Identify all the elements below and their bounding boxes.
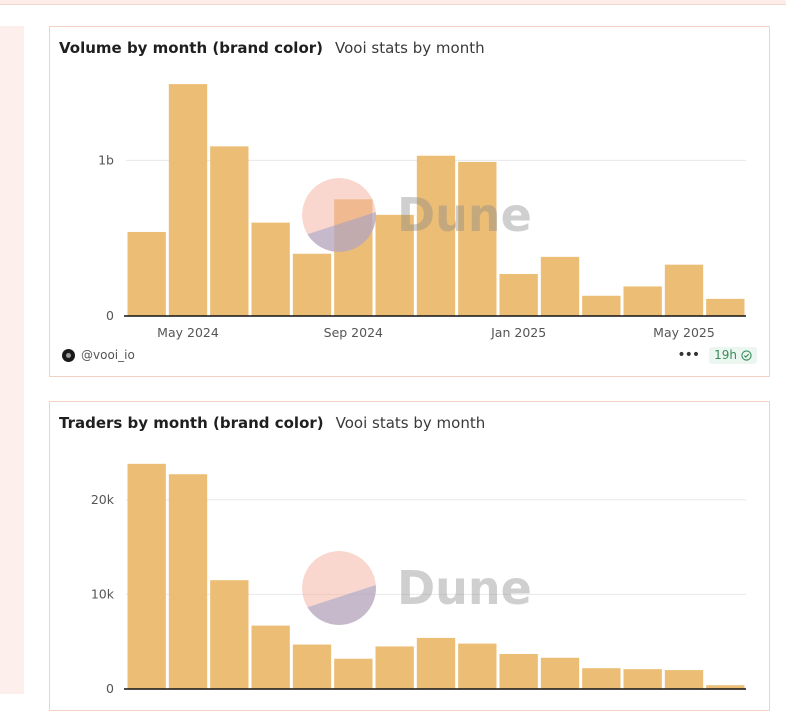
- bar[interactable]: [127, 463, 166, 689]
- bar[interactable]: [168, 474, 208, 689]
- x-tick-label: May 2024: [157, 325, 219, 340]
- bar[interactable]: [706, 298, 745, 316]
- dune-watermark: Dune: [302, 551, 532, 625]
- bar[interactable]: [664, 264, 704, 316]
- dune-logo-icon: [302, 551, 376, 625]
- traders-card-header: Traders by month (brand color) Vooi stat…: [59, 414, 485, 434]
- y-tick-label: 0: [106, 681, 114, 695]
- freshness-badge[interactable]: 19h: [709, 346, 757, 364]
- dune-logo-icon: [302, 178, 376, 252]
- bar[interactable]: [375, 646, 414, 689]
- more-dots-icon[interactable]: •••: [677, 347, 700, 363]
- traders-chart-title[interactable]: Traders by month (brand color): [59, 414, 324, 432]
- volume-chart[interactable]: 0 1b May 2024 Sep 2024 Jan 2025 May 2025 Dune: [50, 27, 769, 345]
- x-tick-label: Sep 2024: [324, 325, 383, 340]
- watermark-text: Dune: [397, 561, 532, 615]
- traders-chart[interactable]: 0 10k 20k Dune: [50, 402, 769, 695]
- volume-card-footer: @vooi_io ••• 19h: [50, 345, 769, 367]
- bar[interactable]: [499, 653, 538, 689]
- bar[interactable]: [375, 214, 414, 316]
- avatar: [62, 348, 75, 362]
- dune-watermark: Dune: [302, 178, 532, 252]
- bar[interactable]: [582, 668, 621, 689]
- bar[interactable]: [127, 231, 166, 316]
- left-panel-edge: [0, 26, 24, 694]
- owner-handle: @vooi_io: [81, 348, 135, 362]
- y-tick-label: 20k: [91, 492, 115, 507]
- bar[interactable]: [664, 670, 704, 689]
- bar[interactable]: [334, 658, 373, 689]
- owner-link[interactable]: @vooi_io: [62, 348, 135, 362]
- freshness-label: 19h: [714, 348, 737, 362]
- bar[interactable]: [416, 155, 456, 316]
- volume-chart-subtitle[interactable]: Vooi stats by month: [335, 39, 485, 57]
- bar[interactable]: [168, 84, 208, 317]
- volume-card-header: Volume by month (brand color) Vooi stats…: [59, 39, 485, 59]
- bar[interactable]: [540, 657, 580, 689]
- bar[interactable]: [210, 580, 249, 689]
- bar[interactable]: [623, 286, 662, 316]
- y-tick-label: 10k: [91, 586, 115, 601]
- x-tick-label: Jan 2025: [490, 325, 546, 340]
- footer-actions: ••• 19h: [677, 346, 757, 364]
- bar[interactable]: [251, 222, 290, 316]
- bar[interactable]: [706, 685, 745, 689]
- bar[interactable]: [458, 643, 497, 689]
- volume-chart-card[interactable]: Volume by month (brand color) Vooi stats…: [49, 26, 770, 377]
- bar[interactable]: [582, 295, 621, 316]
- top-strip: [0, 0, 786, 5]
- bar[interactable]: [210, 146, 249, 316]
- y-tick-label: 0: [106, 308, 114, 323]
- bar[interactable]: [458, 161, 497, 316]
- y-tick-label: 1b: [98, 152, 114, 167]
- watermark-text: Dune: [397, 188, 532, 242]
- bar[interactable]: [292, 644, 332, 689]
- x-tick-label: May 2025: [653, 325, 715, 340]
- traders-chart-subtitle[interactable]: Vooi stats by month: [335, 414, 486, 432]
- bar[interactable]: [416, 637, 456, 689]
- volume-chart-title[interactable]: Volume by month (brand color): [59, 39, 324, 57]
- bar[interactable]: [251, 625, 290, 689]
- traders-chart-card[interactable]: Traders by month (brand color) Vooi stat…: [49, 401, 770, 711]
- bar[interactable]: [623, 669, 662, 689]
- bar[interactable]: [292, 253, 332, 316]
- bar[interactable]: [499, 273, 538, 316]
- check-circle-icon: [741, 349, 752, 361]
- bar[interactable]: [540, 256, 580, 316]
